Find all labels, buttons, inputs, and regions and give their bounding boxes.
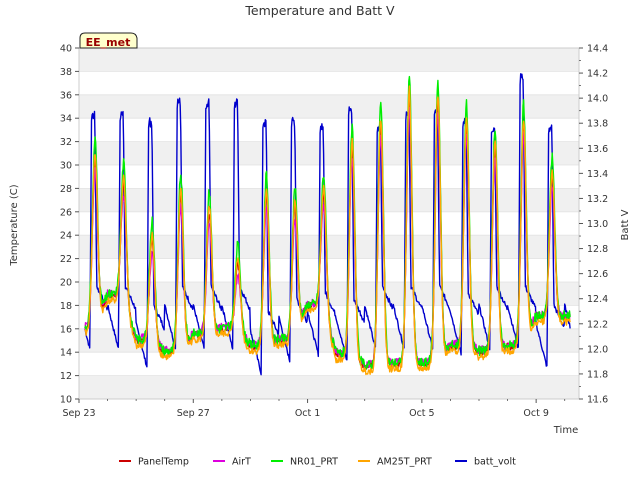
y-right-tick-label: 14.0 — [587, 94, 608, 105]
badge-label: EE_met — [86, 36, 131, 49]
y-tick-label: 20 — [60, 278, 72, 289]
y-tick-label: 28 — [60, 184, 72, 195]
legend: PanelTemp AirT NR01_PRT AM25T_PRT batt_volt — [119, 457, 516, 468]
station-badge: EE_met — [79, 32, 138, 49]
y-right-tick-label: 13.2 — [587, 194, 608, 205]
y-tick-label: 38 — [60, 67, 72, 78]
y-tick-label: 32 — [60, 137, 72, 148]
x-tick-label: Oct 9 — [523, 408, 549, 419]
x-tick-label: Oct 5 — [409, 408, 435, 419]
y-axis-label: Temperature (C) — [9, 184, 20, 266]
grid-band — [79, 94, 579, 119]
x-tick-label: Sep 23 — [62, 408, 95, 419]
x-tick-label: Oct 1 — [295, 408, 321, 419]
y-tick-label: 40 — [60, 44, 72, 55]
y-right-tick-label: 12.2 — [587, 319, 608, 330]
grid-band — [79, 188, 579, 212]
legend-label: batt_volt — [474, 457, 516, 468]
legend-label: PanelTemp — [138, 457, 189, 468]
y-axis-left: 10 12 14 16 18 20 22 24 26 28 30 32 34 36 38 40 — [60, 44, 79, 406]
grid-band — [79, 141, 579, 165]
x-axis-label: Time — [553, 425, 578, 436]
y-tick-label: 14 — [60, 348, 72, 359]
badge-box — [79, 32, 138, 49]
y-right-tick-label: 12.6 — [587, 269, 608, 280]
y-tick-label: 22 — [60, 254, 72, 265]
y-right-tick-label: 13.4 — [587, 169, 608, 180]
y-right-tick-label: 12.0 — [587, 344, 608, 355]
y-right-tick-label: 14.4 — [587, 44, 608, 55]
grid-band — [79, 328, 579, 353]
x-axis: Sep 23 Sep 27 Oct 1 Oct 5 Oct 9 — [62, 399, 594, 419]
y-right-tick-label: 12.8 — [587, 244, 608, 255]
legend-label: AirT — [232, 457, 251, 468]
y-tick-label: 30 — [60, 161, 72, 172]
y-axis-right-label: Batt V — [620, 209, 631, 240]
series-layer — [84, 73, 571, 376]
chart-title: Temperature and Batt V — [244, 3, 395, 18]
y-tick-label: 12 — [60, 371, 72, 382]
y-right-tick-label: 13.6 — [587, 144, 608, 155]
y-tick-label: 24 — [60, 231, 72, 242]
y-right-tick-label: 14.2 — [587, 69, 608, 80]
x-tick-label: Sep 27 — [177, 408, 210, 419]
y-tick-label: 16 — [60, 324, 72, 335]
y-tick-label: 18 — [60, 301, 72, 312]
y-right-tick-label: 13.8 — [587, 119, 608, 130]
y-tick-label: 26 — [60, 207, 72, 218]
grid-band — [79, 235, 579, 259]
y-tick-label: 36 — [60, 90, 72, 101]
grid-band — [79, 375, 579, 399]
y-tick-label: 34 — [60, 114, 72, 125]
y-axis-right: 11.6 11.8 12.0 12.2 12.4 12.6 12.8 13.0 13.2 13.4… — [579, 44, 608, 406]
y-tick-label: 10 — [60, 395, 72, 406]
y-right-tick-label: 11.8 — [587, 369, 608, 380]
grid-band — [79, 48, 579, 72]
y-right-tick-label: 11.6 — [587, 395, 608, 406]
legend-label: AM25T_PRT — [377, 457, 432, 468]
y-right-tick-label: 12.4 — [587, 294, 608, 305]
legend-label: NR01_PRT — [290, 457, 338, 468]
series-line-am25t-prt — [84, 85, 571, 376]
y-right-tick-label: 13.0 — [587, 219, 608, 230]
